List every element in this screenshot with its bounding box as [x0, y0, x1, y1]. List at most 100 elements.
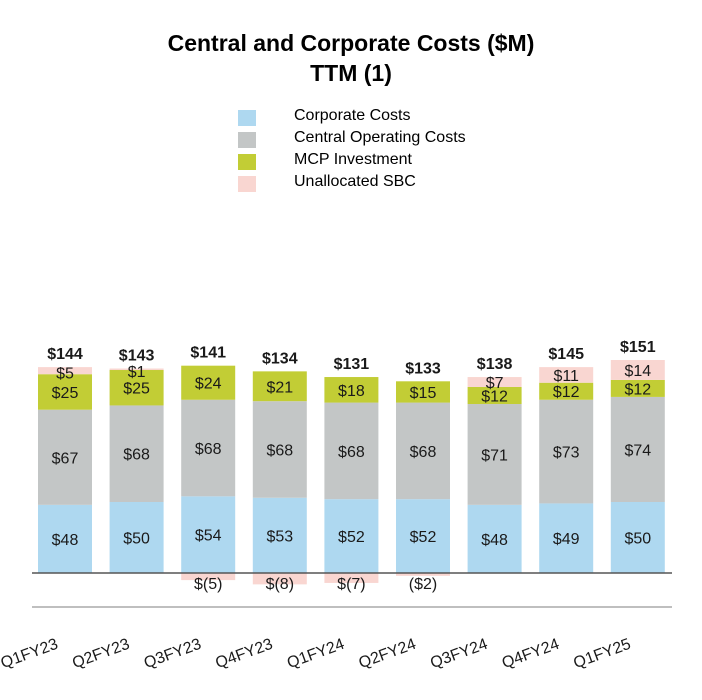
bar-corporate-costs-q3fy24 [467, 504, 522, 573]
x-tick-label-q2fy23: Q2FY23 [70, 636, 132, 672]
total-label-q2fy23: $143 [119, 348, 155, 365]
data-label-mcp-investment-q3fy23: $24 [195, 376, 222, 393]
data-label-unallocated-sbc-q1fy24: $(7) [337, 576, 365, 593]
bar-unallocated-sbc-q2fy24 [396, 573, 450, 576]
x-tick-label-q3fy24: Q3FY24 [428, 636, 490, 672]
data-label-corporate-costs-q1fy23: $48 [52, 532, 79, 549]
data-label-central-operating-costs-q4fy24: $73 [553, 445, 580, 462]
data-label-corporate-costs-q2fy23: $50 [123, 531, 150, 548]
bar-mcp-investment-q4fy24 [539, 382, 594, 400]
bar-central-operating-costs-q2fy23 [109, 405, 164, 502]
data-label-unallocated-sbc-q2fy24: ($2) [409, 576, 437, 593]
x-tick-label-q1fy25: Q1FY25 [571, 636, 633, 672]
data-label-mcp-investment-q4fy24: $12 [553, 384, 580, 401]
legend-swatch-corporate-costs [238, 110, 256, 126]
data-label-central-operating-costs-q3fy23: $68 [195, 441, 222, 458]
bar-central-operating-costs-q2fy24 [396, 402, 450, 500]
total-label-q1fy25: $151 [620, 339, 656, 356]
bar-corporate-costs-q1fy24 [324, 499, 379, 573]
bar-unallocated-sbc-q1fy24 [324, 573, 379, 583]
data-label-central-operating-costs-q2fy24: $68 [410, 444, 437, 461]
total-label-q3fy23: $141 [190, 345, 226, 362]
legend-label-corporate-costs: Corporate Costs [294, 107, 411, 124]
data-label-central-operating-costs-q1fy23: $67 [52, 450, 79, 467]
x-tick-label-q1fy23: Q1FY23 [0, 636, 60, 672]
data-label-mcp-investment-q4fy23: $21 [266, 379, 293, 396]
total-label-q3fy24: $138 [477, 356, 513, 373]
bar-mcp-investment-q4fy23 [252, 371, 307, 402]
data-label-corporate-costs-q1fy25: $50 [624, 531, 651, 548]
bar-unallocated-sbc-q3fy23 [181, 573, 236, 581]
data-label-unallocated-sbc-q1fy25: $14 [624, 363, 651, 380]
total-label-q1fy23: $144 [47, 346, 83, 363]
bar-mcp-investment-q1fy23 [38, 374, 92, 410]
data-label-corporate-costs-q4fy24: $49 [553, 531, 580, 548]
bar-unallocated-sbc-q4fy24 [539, 367, 594, 383]
bar-corporate-costs-q1fy25 [610, 502, 665, 573]
x-tick-label-q3fy23: Q3FY23 [142, 636, 204, 672]
bar-corporate-costs-q1fy23 [38, 504, 92, 573]
bar-central-operating-costs-q1fy25 [610, 396, 665, 502]
bar-central-operating-costs-q3fy24 [467, 404, 522, 505]
bar-unallocated-sbc-q2fy23 [109, 368, 164, 371]
legend-label-mcp-investment: MCP Investment [294, 151, 412, 168]
data-label-unallocated-sbc-q3fy23: $(5) [194, 576, 222, 593]
legend-label-central-operating-costs: Central Operating Costs [294, 129, 466, 146]
data-label-mcp-investment-q1fy23: $25 [52, 385, 79, 402]
data-label-corporate-costs-q1fy24: $52 [338, 529, 365, 546]
bar-unallocated-sbc-q4fy23 [252, 573, 307, 585]
bar-corporate-costs-q3fy23 [181, 496, 236, 573]
data-label-unallocated-sbc-q4fy23: $(8) [266, 576, 294, 593]
bar-unallocated-sbc-q1fy23 [38, 367, 92, 375]
bar-corporate-costs-q4fy24 [539, 503, 594, 573]
bar-central-operating-costs-q3fy23 [181, 399, 236, 497]
bar-mcp-investment-q3fy23 [181, 365, 236, 400]
data-label-corporate-costs-q2fy24: $52 [410, 529, 437, 546]
data-label-unallocated-sbc-q3fy24: $7 [486, 375, 504, 392]
data-label-unallocated-sbc-q1fy23: $5 [56, 366, 74, 383]
data-label-mcp-investment-q1fy25: $12 [624, 381, 651, 398]
bar-unallocated-sbc-q3fy24 [467, 377, 522, 387]
legend-swatch-unallocated-sbc [238, 176, 256, 192]
bar-mcp-investment-q1fy24 [324, 377, 379, 403]
data-label-corporate-costs-q3fy23: $54 [195, 528, 222, 545]
data-label-corporate-costs-q4fy23: $53 [266, 528, 293, 545]
legend-swatch-mcp-investment [238, 154, 256, 170]
legend-swatch-central-operating-costs [238, 132, 256, 148]
data-label-central-operating-costs-q1fy24: $68 [338, 444, 365, 461]
x-tick-label-q2fy24: Q2FY24 [357, 636, 419, 672]
data-label-central-operating-costs-q1fy25: $74 [624, 442, 651, 459]
bar-corporate-costs-q2fy23 [109, 502, 164, 573]
data-label-central-operating-costs-q2fy23: $68 [123, 447, 150, 464]
chart-subtitle: TTM (1) [310, 60, 392, 86]
bar-mcp-investment-q2fy24 [396, 381, 450, 403]
total-label-q1fy24: $131 [334, 356, 370, 373]
bar-central-operating-costs-q4fy23 [252, 401, 307, 498]
data-label-central-operating-costs-q4fy23: $68 [266, 442, 293, 459]
data-label-mcp-investment-q2fy23: $25 [123, 381, 150, 398]
bar-mcp-investment-q3fy24 [467, 386, 522, 405]
data-label-mcp-investment-q3fy24: $12 [481, 389, 508, 406]
data-label-mcp-investment-q2fy24: $15 [410, 385, 437, 402]
bar-unallocated-sbc-q1fy25 [610, 360, 665, 380]
bar-mcp-investment-q1fy25 [610, 379, 665, 397]
data-label-central-operating-costs-q3fy24: $71 [481, 447, 508, 464]
total-label-q2fy24: $133 [405, 360, 441, 377]
data-label-corporate-costs-q3fy24: $48 [481, 532, 508, 549]
x-tick-label-q4fy24: Q4FY24 [500, 636, 562, 672]
total-label-q4fy23: $134 [262, 350, 298, 367]
chart-title: Central and Corporate Costs ($M) [167, 30, 535, 56]
bar-mcp-investment-q2fy23 [109, 369, 164, 406]
x-tick-label-q1fy24: Q1FY24 [285, 636, 347, 672]
data-label-unallocated-sbc-q2fy23: $1 [128, 364, 146, 381]
total-label-q4fy24: $145 [548, 346, 584, 363]
x-tick-label-q4fy23: Q4FY23 [213, 636, 275, 672]
bar-corporate-costs-q4fy23 [252, 497, 307, 573]
bar-corporate-costs-q2fy24 [396, 499, 450, 573]
bar-central-operating-costs-q4fy24 [539, 399, 594, 504]
bar-central-operating-costs-q1fy24 [324, 402, 379, 500]
legend-label-unallocated-sbc: Unallocated SBC [294, 173, 416, 190]
bar-central-operating-costs-q1fy23 [38, 409, 92, 505]
data-label-mcp-investment-q1fy24: $18 [338, 383, 365, 400]
